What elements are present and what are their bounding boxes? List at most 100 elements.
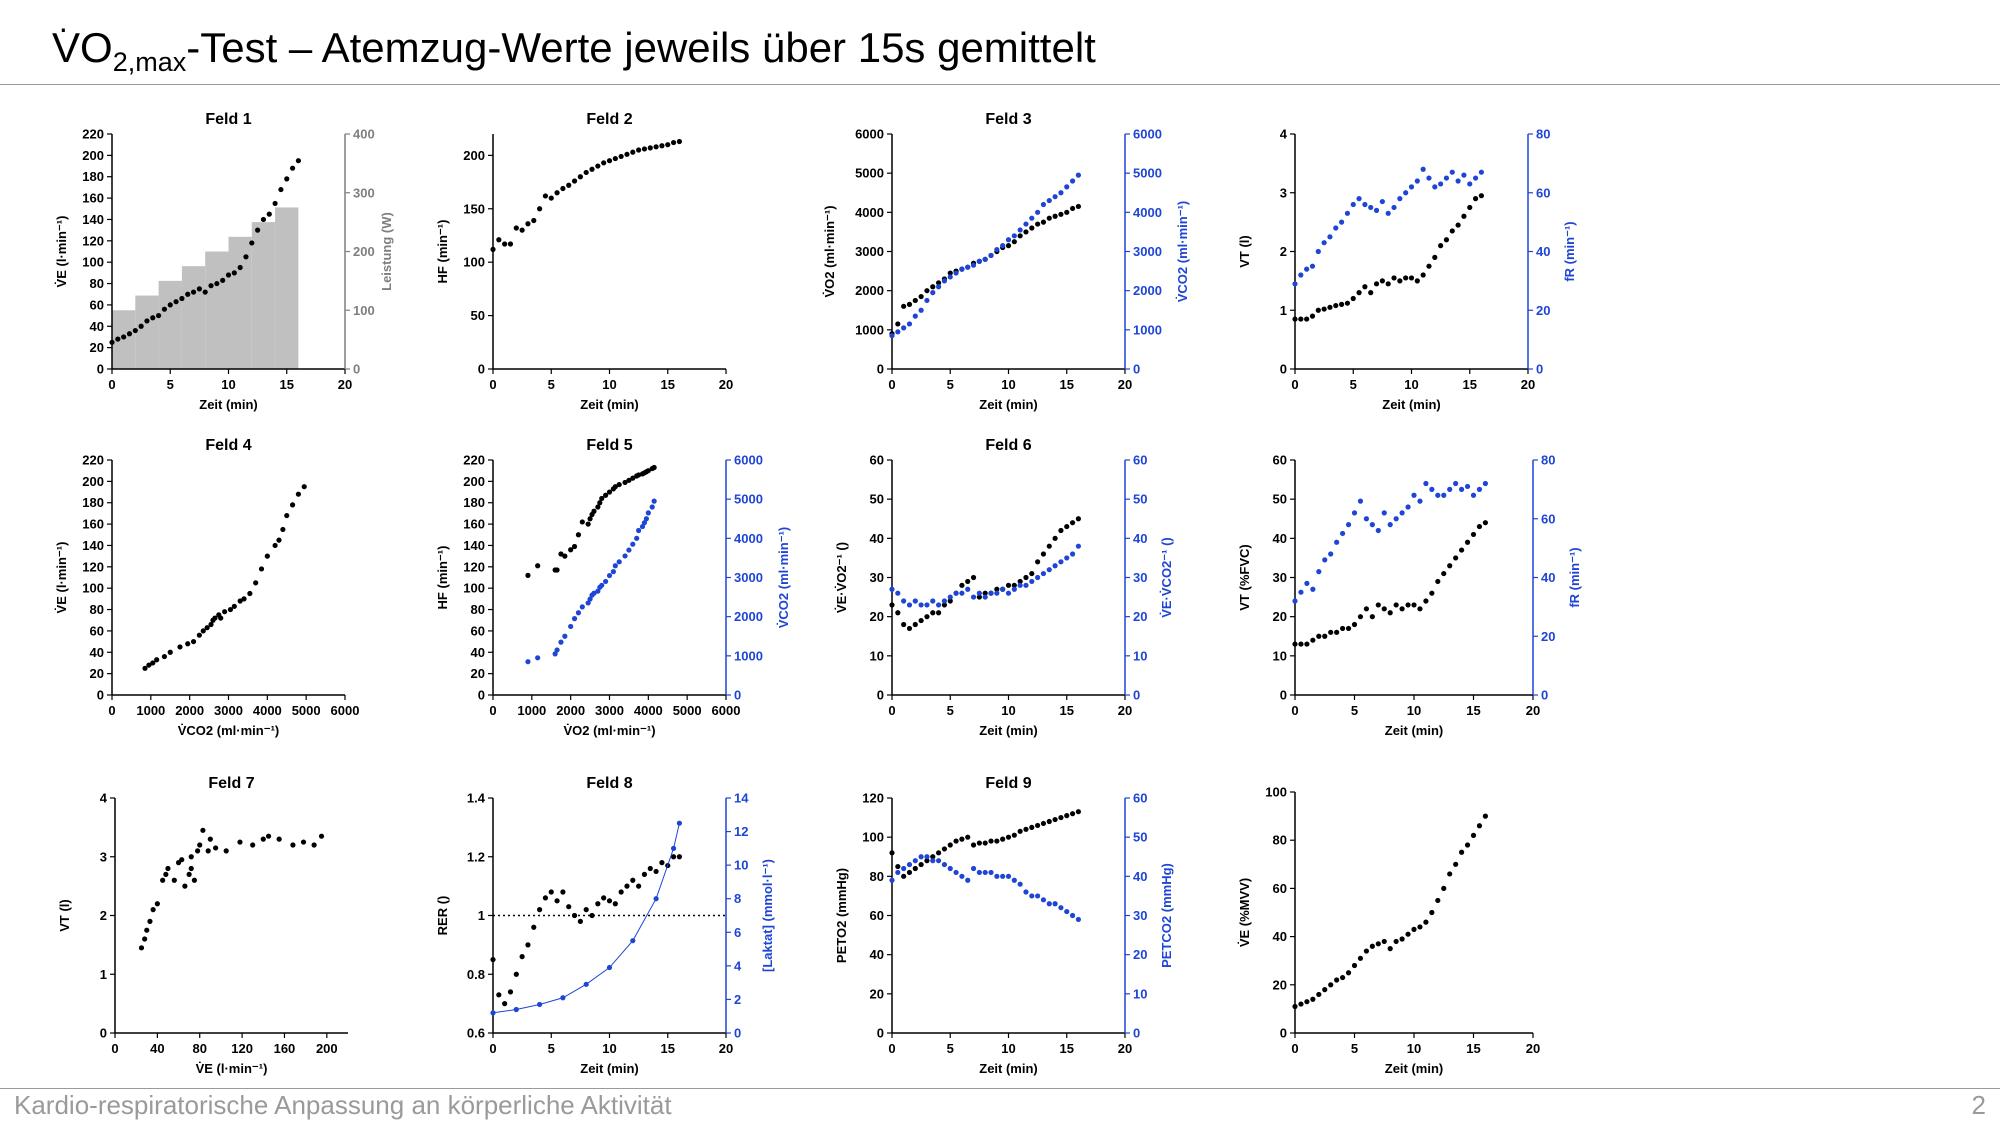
data-point-blue xyxy=(1304,266,1310,272)
y-tick-label: 0 xyxy=(1280,1026,1287,1041)
x-tick-label: 15 xyxy=(1060,703,1074,718)
data-point-black xyxy=(197,842,203,848)
data-point-black xyxy=(1064,209,1070,215)
data-point-black xyxy=(502,1001,508,1007)
data-point-black xyxy=(519,227,525,233)
y-tick-label: 6000 xyxy=(855,127,884,142)
data-point-black xyxy=(641,146,648,152)
data-point-black xyxy=(941,602,948,608)
data-point-black xyxy=(1046,215,1052,221)
data-point-blue xyxy=(612,563,618,569)
x-tick-label: 5 xyxy=(1350,377,1357,392)
x-tick-label: 0 xyxy=(111,1041,118,1056)
data-point-black xyxy=(597,500,603,506)
data-point-black xyxy=(889,602,895,608)
data-point-blue xyxy=(622,553,628,559)
series-line xyxy=(492,823,680,1014)
footer-divider xyxy=(0,1088,2000,1089)
x-axis-label: Zeit (min) xyxy=(1385,1061,1444,1076)
x-tick-label: 1000 xyxy=(517,703,546,718)
step-bar xyxy=(275,207,299,369)
data-point-black xyxy=(599,495,605,502)
data-point-black xyxy=(1447,563,1453,569)
data-point-black xyxy=(670,854,677,860)
data-point-black xyxy=(1420,272,1426,278)
data-point-black xyxy=(1017,233,1023,239)
data-point-blue xyxy=(1459,486,1465,492)
data-point-blue xyxy=(1472,175,1479,181)
data-point-black xyxy=(1017,578,1023,585)
x-tick-label: 0 xyxy=(489,377,496,392)
y2-tick-label: 20 xyxy=(1536,303,1550,318)
data-point-black xyxy=(676,854,683,860)
data-point-black xyxy=(1443,237,1450,243)
data-point-blue xyxy=(1350,201,1356,208)
y-tick-label: 120 xyxy=(463,559,485,574)
data-point-black xyxy=(976,594,982,600)
data-point-blue xyxy=(513,1006,519,1013)
data-point-black xyxy=(1441,570,1447,577)
data-point-blue xyxy=(568,623,574,630)
data-point-black xyxy=(603,492,609,498)
data-point-blue xyxy=(1058,559,1064,565)
data-point-black xyxy=(630,877,636,883)
data-point-black xyxy=(1011,832,1017,838)
data-point-black xyxy=(243,254,249,260)
data-point-black xyxy=(1369,614,1375,620)
data-point-blue xyxy=(599,582,605,588)
data-point-black xyxy=(653,868,659,875)
data-point-black xyxy=(626,477,632,483)
chart-title: Feld 8 xyxy=(586,775,632,792)
y2-tick-label: 60 xyxy=(1541,511,1555,526)
data-point-blue xyxy=(959,590,965,596)
data-point-black xyxy=(290,842,296,848)
data-point-black xyxy=(171,877,177,883)
data-point-blue xyxy=(1292,281,1298,287)
data-point-black xyxy=(146,662,152,668)
data-point-blue xyxy=(1023,221,1029,227)
data-point-black xyxy=(1292,641,1298,647)
y2-axis-label: Leistung (W) xyxy=(379,212,394,291)
data-point-black xyxy=(311,842,317,848)
y-tick-label: 40 xyxy=(90,319,104,334)
x-tick-label: 0 xyxy=(489,703,496,718)
data-point-black xyxy=(167,649,173,655)
x-tick-label: 20 xyxy=(1118,377,1132,392)
data-point-black xyxy=(1438,243,1444,249)
data-point-black xyxy=(1011,582,1017,588)
data-point-blue xyxy=(970,865,977,872)
data-point-blue xyxy=(639,523,646,530)
data-point-black xyxy=(507,989,514,995)
y-tick-label: 5000 xyxy=(855,166,884,181)
data-point-black xyxy=(1467,204,1473,211)
slide-title-rest: -Test – Atemzug-Werte jeweils über 15s g… xyxy=(186,24,1096,71)
data-point-black xyxy=(138,945,145,951)
data-point-black xyxy=(179,857,185,863)
data-point-black xyxy=(1339,301,1345,307)
data-point-blue xyxy=(1405,504,1411,510)
x-axis-label: V̇CO2 (ml·min⁻¹) xyxy=(178,723,279,738)
slide-title-subscript: 2,max xyxy=(112,47,187,77)
data-point-black xyxy=(1426,263,1432,269)
footer-text: Kardio-respiratorische Anpassung an körp… xyxy=(14,1090,672,1120)
data-point-black xyxy=(936,850,942,856)
data-point-black xyxy=(1411,602,1417,608)
chart-title: Feld 5 xyxy=(586,437,632,454)
y-tick-label: 160 xyxy=(82,191,104,206)
x-tick-label: 20 xyxy=(1521,377,1535,392)
y-tick-label: 3 xyxy=(1280,185,1287,200)
data-point-blue xyxy=(649,504,655,510)
data-point-blue xyxy=(1478,169,1484,175)
data-point-black xyxy=(624,151,630,157)
x-tick-label: 15 xyxy=(280,377,294,392)
data-point-black xyxy=(1017,828,1023,834)
data-point-black xyxy=(953,838,959,844)
data-point-black xyxy=(207,836,213,842)
data-point-black xyxy=(1075,809,1081,815)
step-bar xyxy=(158,280,182,369)
y2-tick-label: 20 xyxy=(1541,629,1555,644)
y-tick-label: 100 xyxy=(463,255,485,270)
chart-feld9: Feld 90 5 10 15 2002040608010012001020304050… xyxy=(834,775,1174,1076)
data-point-black xyxy=(165,865,171,872)
